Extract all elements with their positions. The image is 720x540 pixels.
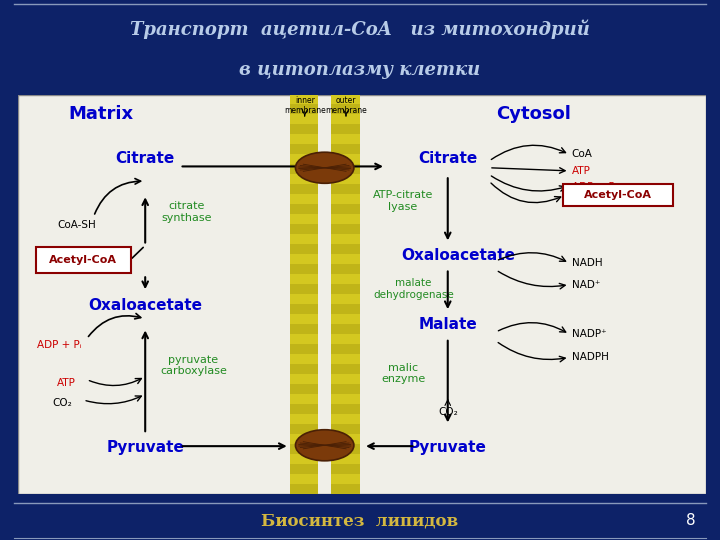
Text: malate
dehydrogenase: malate dehydrogenase [373, 278, 454, 300]
Bar [331, 424, 360, 434]
Bar [289, 324, 318, 334]
Bar [289, 94, 318, 494]
Text: ATP: ATP [572, 166, 590, 176]
Ellipse shape [295, 152, 354, 183]
Bar [289, 484, 318, 494]
Text: CO₂: CO₂ [53, 398, 73, 408]
Text: ADP + Pᵢ: ADP + Pᵢ [572, 182, 616, 192]
Text: CoA-SH: CoA-SH [57, 220, 96, 231]
Bar [289, 125, 318, 134]
Bar [289, 424, 318, 434]
Bar [331, 484, 360, 494]
Text: pyruvate
carboxylase: pyruvate carboxylase [160, 355, 227, 376]
Bar [331, 324, 360, 334]
Text: ADP + Pᵢ: ADP + Pᵢ [37, 340, 81, 350]
Bar [331, 305, 360, 314]
Bar [331, 244, 360, 254]
Bar [289, 225, 318, 234]
Bar [289, 404, 318, 414]
Text: inner
membrane: inner membrane [284, 96, 325, 116]
FancyBboxPatch shape [36, 247, 132, 273]
Bar [331, 164, 360, 174]
Bar [331, 345, 360, 354]
Text: malic
enzyme: malic enzyme [381, 362, 426, 384]
Text: citrate
synthase: citrate synthase [161, 201, 212, 223]
Bar [331, 404, 360, 414]
Bar [289, 144, 318, 154]
Text: Биосинтез  липидов: Биосинтез липидов [261, 512, 459, 529]
FancyBboxPatch shape [563, 184, 672, 206]
Bar [331, 105, 360, 114]
Bar [289, 164, 318, 174]
Bar [289, 464, 318, 474]
Bar [331, 364, 360, 374]
Bar [331, 464, 360, 474]
Text: NADH: NADH [572, 258, 602, 268]
Text: Pyruvate: Pyruvate [409, 440, 487, 455]
Text: Acetyl-CoA: Acetyl-CoA [50, 255, 117, 265]
Text: Транспорт  ацетил-CoA   из митохондрий: Транспорт ацетил-CoA из митохондрий [130, 19, 590, 39]
Bar [289, 284, 318, 294]
Ellipse shape [295, 430, 354, 461]
Text: ATP: ATP [57, 378, 76, 388]
Text: CO₂: CO₂ [438, 407, 458, 417]
Bar [331, 384, 360, 394]
Text: Pyruvate: Pyruvate [107, 440, 184, 455]
Text: outer
membrane: outer membrane [325, 96, 367, 116]
Text: Malate: Malate [418, 317, 477, 332]
Bar [289, 364, 318, 374]
Bar [331, 125, 360, 134]
Text: CoA: CoA [572, 150, 593, 159]
Bar [331, 94, 360, 494]
Bar [331, 184, 360, 194]
Text: Citrate: Citrate [116, 151, 175, 166]
Bar [289, 305, 318, 314]
Bar [289, 384, 318, 394]
Text: NADP⁺: NADP⁺ [572, 329, 606, 339]
Bar [289, 105, 318, 114]
Text: Citrate: Citrate [418, 151, 477, 166]
Text: NAD⁺: NAD⁺ [572, 280, 600, 289]
Text: Oxaloacetate: Oxaloacetate [89, 298, 202, 313]
Text: Matrix: Matrix [68, 105, 133, 124]
Bar [289, 345, 318, 354]
Text: Acetyl-CoA: Acetyl-CoA [584, 190, 652, 200]
Text: ATP-citrate
lyase: ATP-citrate lyase [373, 190, 433, 212]
Bar [289, 184, 318, 194]
Text: Cytosol: Cytosol [496, 105, 571, 124]
Bar [331, 225, 360, 234]
Bar [289, 444, 318, 454]
Bar [289, 264, 318, 274]
Text: 8: 8 [686, 513, 696, 528]
Text: Oxaloacetate: Oxaloacetate [401, 248, 515, 263]
Text: в цитоплазму клетки: в цитоплазму клетки [239, 61, 481, 79]
Bar [331, 144, 360, 154]
Bar [331, 444, 360, 454]
Bar [331, 264, 360, 274]
Bar [331, 284, 360, 294]
Text: NADPH: NADPH [572, 352, 608, 362]
Bar [331, 204, 360, 214]
Bar [289, 244, 318, 254]
Bar [289, 204, 318, 214]
